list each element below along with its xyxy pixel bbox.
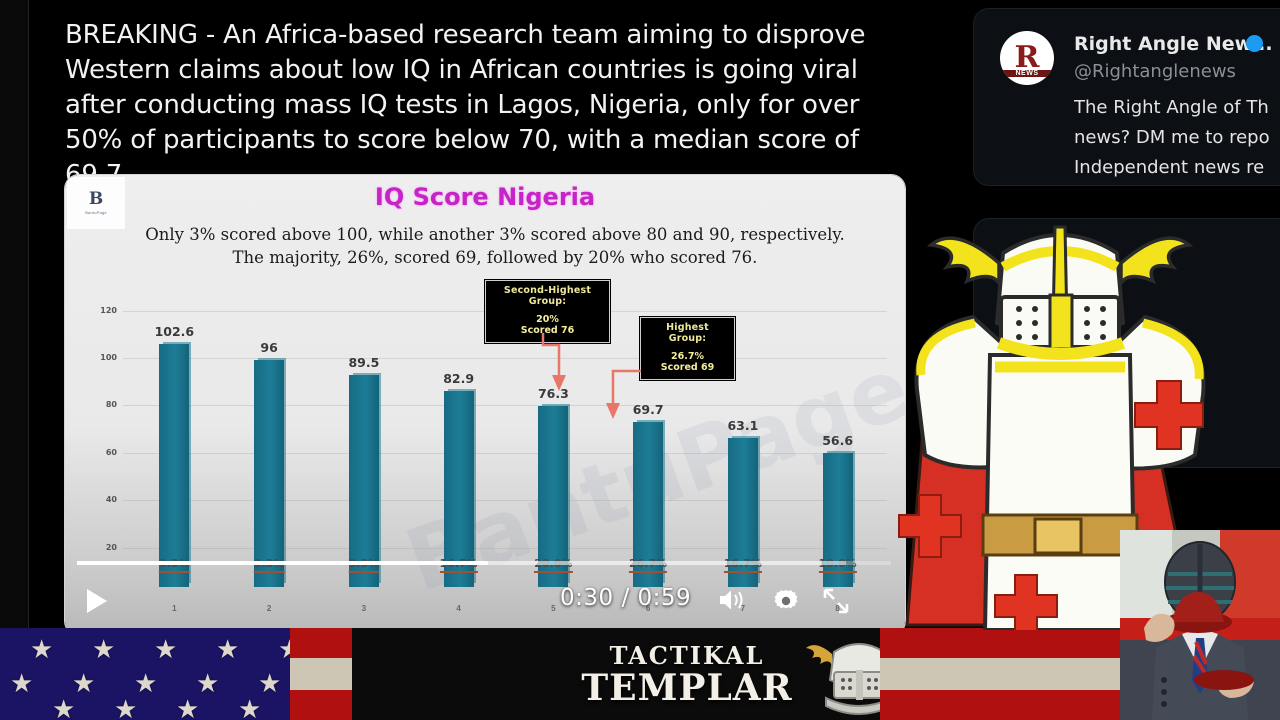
chart-x-tick-label: 5 bbox=[551, 604, 556, 613]
chart-bar: 56.6 10.0% bbox=[818, 433, 857, 587]
chart-gridline bbox=[123, 358, 887, 360]
video-time-display: 0:30 / 0:59 bbox=[560, 585, 692, 611]
post-display-name: Right Angle New... bbox=[1074, 33, 1273, 55]
chart-bar-value-label: 76.3 bbox=[537, 386, 569, 402]
channel-brand-banner: TACTIKAL TEMPLAR bbox=[352, 628, 912, 720]
annotation-score: Scored 76 bbox=[520, 325, 575, 336]
volume-icon[interactable] bbox=[717, 587, 747, 618]
chart-x-tick-label: 8 bbox=[835, 604, 840, 613]
us-flag-stripes-left bbox=[290, 628, 360, 720]
logo-mark: B bbox=[88, 189, 104, 209]
annotation-heading: Second-Highest Group: bbox=[503, 285, 592, 307]
post-body-line: The Right Angle of Th bbox=[1074, 97, 1269, 118]
brand-line-1: TACTIKAL bbox=[609, 641, 765, 670]
templar-knight-mascot bbox=[898, 225, 1206, 630]
chart-bar-value-label: 63.1 bbox=[727, 417, 759, 433]
video-buffer bbox=[488, 561, 847, 565]
post-handle: @Rightanglenews bbox=[1074, 61, 1236, 82]
chart-bar: 96 3.3% bbox=[253, 340, 285, 587]
chart-subtitle: Only 3% scored above 100, while another … bbox=[145, 225, 845, 267]
chart-bars: 1 102.6 3.3% 2 96 3.3% 3 89.5 3.3% 4 82.9 16.7% 5 76.… bbox=[127, 291, 885, 613]
annotation-second-highest-group: Second-Highest Group: 20% Scored 76 bbox=[485, 280, 610, 343]
chart-bar: 89.5 3.3% bbox=[348, 355, 380, 587]
chart-bar-value-label: 96 bbox=[260, 339, 278, 355]
chart-bar-column: 3 89.5 3.3% bbox=[321, 291, 406, 613]
chart-gridline bbox=[123, 500, 887, 502]
chart-y-tick-label: 100 bbox=[100, 353, 117, 363]
chart-bar: 63.1 16.7% bbox=[723, 418, 762, 587]
post-body-line: news? DM me to repo bbox=[1074, 127, 1270, 148]
webcam-overlay[interactable] bbox=[1120, 530, 1280, 720]
chart-bar-value-label: 102.6 bbox=[154, 323, 195, 339]
chart-bar-percent-label: 3.3% bbox=[348, 557, 380, 573]
chart-x-tick-label: 2 bbox=[266, 604, 272, 613]
chart-x-tick-label: 7 bbox=[740, 604, 746, 613]
bantupage-logo: B BantuPage bbox=[67, 177, 125, 229]
chart-y-tick-label: 80 bbox=[105, 400, 117, 410]
chart-bar-column: 6 69.7 26.7% bbox=[606, 291, 691, 613]
chart-x-tick-label: 1 bbox=[172, 604, 177, 613]
post-body-line: Independent news re bbox=[1074, 157, 1265, 178]
iq-chart-card: B BantuPage IQ Score Nigeria Only 3% sco… bbox=[65, 175, 905, 635]
video-player[interactable]: BREAKING - An Africa-based research team… bbox=[0, 0, 965, 635]
annotation-heading: Highest Group: bbox=[666, 322, 709, 344]
chart-y-tick-label: 40 bbox=[105, 495, 117, 505]
chart-bar-percent-label: 26.7% bbox=[629, 557, 668, 573]
chart-gridline bbox=[123, 405, 887, 407]
chart-x-tick-label: 4 bbox=[456, 604, 461, 613]
brand-line-2: TEMPLAR bbox=[581, 667, 793, 709]
chart-title: IQ Score Nigeria bbox=[374, 183, 596, 211]
chart-y-tick-label: 120 bbox=[100, 305, 117, 315]
chart-bar-value-label: 89.5 bbox=[348, 354, 380, 370]
verified-badge-icon bbox=[1246, 35, 1263, 52]
avatar-initial: R bbox=[1014, 40, 1040, 75]
chart-y-tick-label: 60 bbox=[105, 447, 117, 457]
chart-bar: 69.7 26.7% bbox=[629, 402, 668, 587]
chart-bar-column: 8 56.6 10.0% bbox=[795, 291, 880, 613]
chart-bar-value-label: 56.6 bbox=[822, 432, 854, 448]
chart-bar-percent-label: 10.0% bbox=[818, 557, 857, 573]
video-progress-fill bbox=[77, 561, 489, 565]
chart-bar-percent-label: 16.7% bbox=[723, 557, 762, 573]
chart-bar-column: 5 76.3 20.0% bbox=[511, 291, 596, 613]
bottom-banner: ★ ★ ★ ★ ★ ★ ★ ★ ★ ★ ★ ★ ★ ★ ★ TACTIKAL T… bbox=[0, 628, 1280, 720]
chart-bar-value-label: 69.7 bbox=[632, 401, 664, 417]
chart-x-tick-label: 3 bbox=[361, 604, 367, 613]
video-progress-bar[interactable] bbox=[77, 561, 891, 565]
theater-mode-icon[interactable] bbox=[822, 587, 850, 620]
chart-bar: 102.6 3.3% bbox=[155, 324, 194, 587]
chart-bar-column: 1 102.6 3.3% bbox=[132, 291, 217, 613]
chart-plot-area: 20 40 60 80 100 120 1 102.6 3.3% 2 96 3.3% 3 89.5 3.3… bbox=[83, 287, 891, 627]
chart-bar-percent-label: 20.0% bbox=[534, 557, 573, 573]
video-surface: BREAKING - An Africa-based research team… bbox=[28, 0, 965, 635]
chart-bar-percent-label: 3.3% bbox=[253, 557, 285, 573]
chart-bar-column: 2 96 3.3% bbox=[227, 291, 312, 613]
chart-bar-column: 4 82.9 16.7% bbox=[416, 291, 501, 613]
annotation-highest-group: Highest Group: 26.7% Scored 69 bbox=[640, 317, 735, 380]
annotation-percent: 20% bbox=[536, 314, 559, 325]
chart-bar-value-label: 82.9 bbox=[443, 370, 475, 386]
chart-bar-column: 7 63.1 16.7% bbox=[700, 291, 785, 613]
video-control-bar[interactable]: 0:30 / 0:59 bbox=[65, 561, 905, 629]
social-post-card[interactable]: R NEWS Right Angle New... @Rightanglenew… bbox=[973, 8, 1280, 186]
annotation-percent: 26.7% bbox=[671, 351, 704, 362]
chart-x-tick-label: 6 bbox=[645, 604, 651, 613]
chart-bar: 76.3 20.0% bbox=[534, 386, 573, 587]
chart-bar-percent-label: 3.3% bbox=[159, 557, 190, 573]
annotation-score: Scored 69 bbox=[660, 362, 715, 373]
chart-gridline bbox=[123, 547, 887, 549]
avatar-sublabel: NEWS bbox=[1000, 70, 1054, 77]
chart-bar: 82.9 16.7% bbox=[439, 371, 478, 587]
chart-bar-percent-label: 16.7% bbox=[439, 557, 478, 573]
chart-y-tick-label: 20 bbox=[105, 542, 117, 552]
brand-wordmark: TACTIKAL TEMPLAR bbox=[522, 641, 852, 709]
logo-wordmark: BantuPage bbox=[85, 210, 107, 215]
gear-icon[interactable] bbox=[772, 587, 800, 620]
avatar: R NEWS bbox=[1000, 31, 1054, 85]
chart-gridline bbox=[123, 452, 887, 454]
post-body: The Right Angle of Th news? DM me to rep… bbox=[1074, 93, 1280, 183]
play-icon[interactable] bbox=[87, 589, 107, 613]
breaking-headline: BREAKING - An Africa-based research team… bbox=[65, 20, 866, 190]
